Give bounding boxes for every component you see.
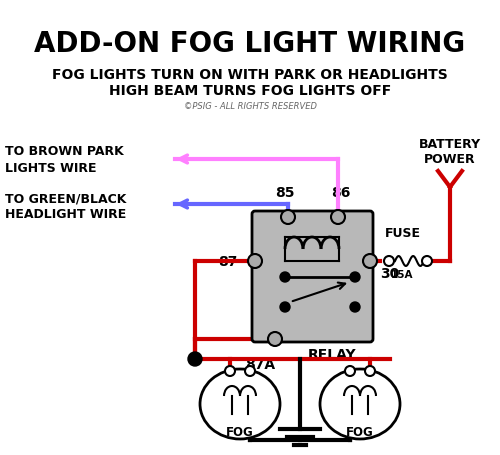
Circle shape [245, 366, 255, 376]
Text: POWER: POWER [424, 153, 476, 166]
Circle shape [268, 332, 282, 346]
Text: HIGH BEAM TURNS FOG LIGHTS OFF: HIGH BEAM TURNS FOG LIGHTS OFF [109, 84, 391, 98]
Circle shape [280, 273, 290, 283]
Text: 87A: 87A [245, 357, 275, 371]
Circle shape [281, 211, 295, 224]
Text: HEADLIGHT WIRE: HEADLIGHT WIRE [5, 207, 126, 221]
Circle shape [363, 254, 377, 268]
Text: BATTERY: BATTERY [419, 138, 481, 151]
Text: ©PSIG - ALL RIGHTS RESERVED: ©PSIG - ALL RIGHTS RESERVED [184, 102, 316, 111]
Circle shape [225, 366, 235, 376]
Circle shape [345, 366, 355, 376]
Circle shape [384, 257, 394, 267]
Circle shape [248, 254, 262, 268]
Circle shape [350, 302, 360, 312]
Circle shape [280, 302, 290, 312]
Text: FOG: FOG [226, 425, 254, 439]
Circle shape [365, 366, 375, 376]
Text: ADD-ON FOG LIGHT WIRING: ADD-ON FOG LIGHT WIRING [34, 30, 466, 58]
Text: TO GREEN/BLACK: TO GREEN/BLACK [5, 192, 126, 205]
Circle shape [350, 273, 360, 283]
Text: TO BROWN PARK: TO BROWN PARK [5, 145, 124, 157]
Text: 86: 86 [332, 186, 350, 200]
Text: FOG LIGHTS TURN ON WITH PARK OR HEADLIGHTS: FOG LIGHTS TURN ON WITH PARK OR HEADLIGH… [52, 68, 448, 82]
Text: FUSE: FUSE [385, 227, 421, 239]
Text: 30: 30 [380, 267, 399, 280]
Circle shape [422, 257, 432, 267]
FancyBboxPatch shape [252, 212, 373, 342]
Text: 15A: 15A [391, 269, 413, 279]
Circle shape [188, 352, 202, 366]
Ellipse shape [200, 369, 280, 439]
Text: LIGHTS WIRE: LIGHTS WIRE [5, 162, 96, 175]
Text: 85: 85 [275, 186, 295, 200]
Text: FOG: FOG [346, 425, 374, 439]
Circle shape [331, 211, 345, 224]
Ellipse shape [320, 369, 400, 439]
Text: 87: 87 [218, 254, 237, 268]
Text: RELAY: RELAY [308, 347, 356, 361]
